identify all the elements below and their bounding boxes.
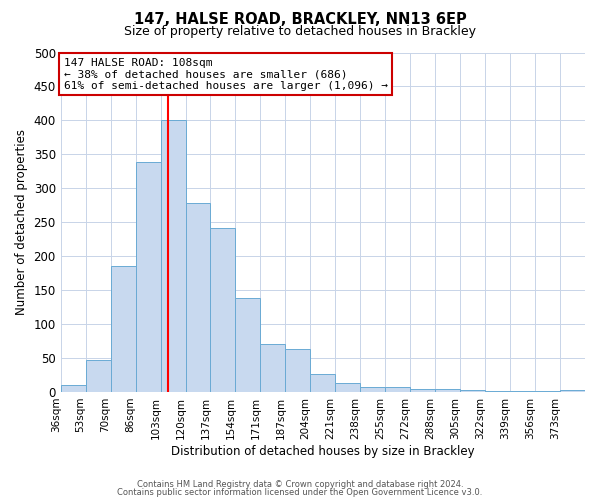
Bar — [185, 203, 211, 392]
Text: 147, HALSE ROAD, BRACKLEY, NN13 6EP: 147, HALSE ROAD, BRACKLEY, NN13 6EP — [134, 12, 466, 28]
Text: Size of property relative to detached houses in Brackley: Size of property relative to detached ho… — [124, 25, 476, 38]
Bar — [310, 374, 335, 392]
Bar — [61, 385, 86, 392]
Bar — [510, 390, 535, 392]
Bar — [286, 349, 310, 392]
Bar — [211, 228, 235, 392]
Bar — [335, 383, 360, 392]
Bar — [560, 390, 585, 392]
Text: 147 HALSE ROAD: 108sqm
← 38% of detached houses are smaller (686)
61% of semi-de: 147 HALSE ROAD: 108sqm ← 38% of detached… — [64, 58, 388, 91]
Bar — [460, 390, 485, 392]
Bar — [86, 360, 110, 392]
Bar — [235, 298, 260, 392]
Text: Contains HM Land Registry data © Crown copyright and database right 2024.: Contains HM Land Registry data © Crown c… — [137, 480, 463, 489]
Bar — [435, 389, 460, 392]
Bar — [260, 344, 286, 392]
X-axis label: Distribution of detached houses by size in Brackley: Distribution of detached houses by size … — [171, 444, 475, 458]
Bar — [385, 386, 410, 392]
Bar — [136, 162, 161, 392]
Bar — [110, 266, 136, 392]
Y-axis label: Number of detached properties: Number of detached properties — [15, 129, 28, 315]
Bar — [360, 386, 385, 392]
Bar — [485, 390, 510, 392]
Bar — [161, 120, 185, 392]
Text: Contains public sector information licensed under the Open Government Licence v3: Contains public sector information licen… — [118, 488, 482, 497]
Bar — [410, 388, 435, 392]
